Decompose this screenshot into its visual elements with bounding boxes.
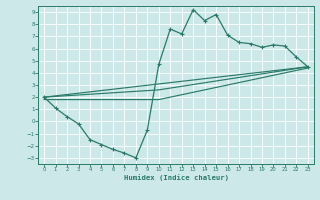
- X-axis label: Humidex (Indice chaleur): Humidex (Indice chaleur): [124, 174, 228, 181]
